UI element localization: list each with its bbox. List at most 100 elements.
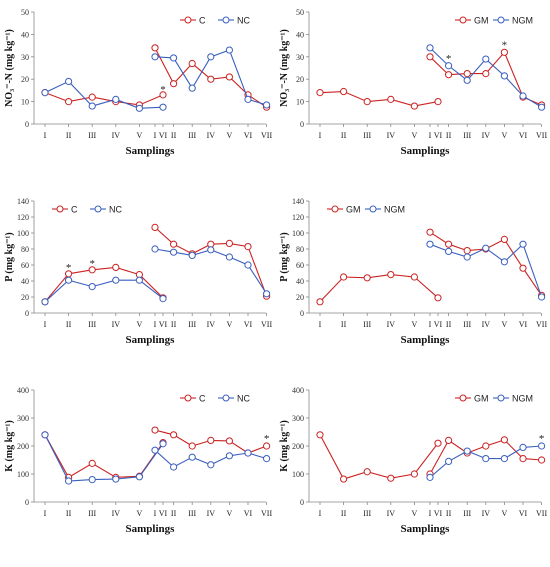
series-line-C [44,92,164,106]
x-tick-label: V [412,320,418,329]
data-point-GM [340,475,348,483]
x-tick-label: II [341,320,347,329]
data-point-NC [65,477,73,485]
y-tick-label: 300 [292,414,304,423]
x-tick-label: IV [482,509,491,518]
data-point-GM [426,228,434,236]
data-point-C [170,80,178,88]
x-tick-label: I [44,320,47,329]
data-point-NC [65,77,73,86]
data-point-NC [135,276,143,284]
data-point-NGM [426,473,434,481]
data-point-C [207,75,215,83]
data-point-GM [316,298,324,306]
x-tick-label: VII [536,320,547,329]
data-point-GM [500,436,508,444]
y-tick-label: 300 [17,414,29,423]
data-point-C [225,437,233,445]
x-tick-label: III [363,509,371,518]
data-point-GM [519,264,527,272]
series-line-GM [319,90,439,107]
legend-marker-NC [222,16,230,24]
data-point-C [112,263,120,272]
data-point-C [88,459,96,467]
x-tick-label: II [341,131,347,140]
data-point-GM [363,274,371,282]
x-tick-label: VI [244,320,253,329]
legend-label: C [199,394,206,404]
x-tick-label: III [88,320,96,329]
x-tick-label: V [227,509,233,518]
x-tick-label: II [446,509,452,518]
y-axis-title: K (mg kg⁻¹) [279,420,290,472]
x-tick-label: IV [112,509,121,518]
y-tick-label: 140 [17,197,29,206]
data-point-NGM [519,240,527,248]
data-point-C [244,243,252,251]
y-tick-label: 40 [21,277,29,286]
data-point-NC [225,452,233,460]
legend-label: C [71,205,78,215]
x-tick-label: VII [536,131,547,140]
x-tick-label: III [88,131,96,140]
data-point-NC [188,84,196,92]
x-tick-label: IV [387,131,396,140]
series-line-NC [154,248,268,295]
y-tick-label: 0 [25,120,29,129]
y-tick-label: 0 [300,120,304,129]
data-point-NC [244,449,252,457]
data-point-NC [170,463,178,471]
data-point-NC [135,104,143,112]
data-point-NGM [463,253,471,261]
x-tick-label: V [137,320,143,329]
x-tick-label: I [319,320,322,329]
x-tick-label: VII [261,509,272,518]
y-tick-label: 200 [292,442,304,451]
y-tick-label: 60 [296,261,304,270]
y-tick-label: 80 [296,245,304,254]
legend-label: NGM [384,205,405,215]
data-point-NC [207,53,215,61]
data-point-GM [387,95,395,103]
x-tick-label: IV [387,320,396,329]
data-point-GM [316,89,324,97]
x-tick-label: VI [159,509,168,518]
x-tick-label: VI [519,509,528,518]
x-tick-label: V [137,509,143,518]
legend-label: NC [237,16,250,26]
data-point-NC [170,54,178,62]
x-tick-label: V [227,320,233,329]
data-point-GM [434,98,442,106]
y-tick-label: 0 [300,309,304,318]
series-line-NC [44,434,164,482]
y-tick-label: 0 [25,498,29,507]
data-point-GM [410,470,418,478]
legend-label: NGM [512,16,533,26]
y-tick-label: 40 [296,277,304,286]
legend-label: GM [474,16,489,26]
data-point-GM [387,271,395,279]
data-point-NC [88,476,96,484]
data-point-C [225,239,233,248]
data-point-C [88,93,96,101]
significance-marker: * [160,84,166,96]
legend-label: NC [237,394,250,404]
data-point-GM [410,273,418,281]
x-tick-label: I [319,509,322,518]
data-point-GM [363,468,371,476]
x-tick-label: I [44,509,47,518]
legend-marker-GM [459,16,467,24]
significance-marker: * [539,433,545,445]
y-axis-title: P (mg kg⁻¹) [279,232,290,281]
x-tick-label: VI [159,320,168,329]
y-axis-title: NO₃⁻-N (mg kg⁻¹) [279,29,290,107]
data-point-NC [112,475,120,483]
y-tick-label: 60 [21,261,29,270]
x-tick-label: I [154,509,157,518]
x-tick-label: IV [482,320,491,329]
x-tick-label: II [66,509,72,518]
data-point-NC [151,446,159,454]
y-tick-label: 140 [292,197,304,206]
